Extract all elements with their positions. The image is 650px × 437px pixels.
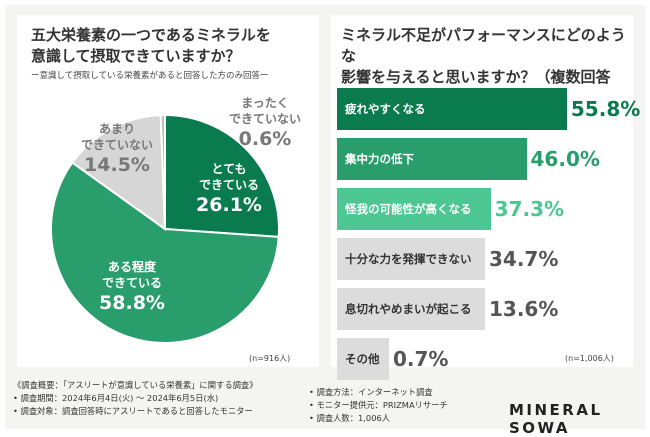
pie-question-subtitle: ー意識して摂取している栄養素があると回答した方のみ回答ー xyxy=(31,71,269,81)
pie-question-title: 五大栄養素の一つであるミネラルを 意識して摂取できていますか？ xyxy=(31,26,271,65)
bar-fill xyxy=(337,188,491,230)
infographic-frame: 五大栄養素の一つであるミネラルを 意識して摂取できていますか？ ー意識して摂取し… xyxy=(5,5,645,437)
pie-panel: 五大栄養素の一つであるミネラルを 意識して摂取できていますか？ ー意識して摂取し… xyxy=(17,15,319,367)
bar-category-label: 息切れやめまいが起こる xyxy=(345,302,472,316)
pie-label-0: とても できている 26.1% xyxy=(179,161,279,217)
bar-fill xyxy=(337,88,567,130)
bar-fill xyxy=(337,338,389,380)
bar-fill xyxy=(337,238,485,280)
survey-overview: 《調査概要：「アスリートが意識している栄養素」に関する調査》 • 調査期間：20… xyxy=(13,379,258,418)
pie-label-value: 26.1% xyxy=(196,194,262,216)
survey-period: • 調査期間：2024年6月4日(火) ～ 2024年6月5日(水) xyxy=(13,393,219,403)
pie-label-category: まったく できていない xyxy=(228,96,301,126)
bar-value-label: 46.0% xyxy=(530,147,600,171)
pie-label-category: ある程度 できている xyxy=(101,260,162,290)
bar-value-label: 13.6% xyxy=(489,297,559,321)
pie-label-1: ある程度 できている 58.8% xyxy=(77,259,187,315)
pie-label-value: 0.6% xyxy=(238,128,292,150)
survey-provider: • モニター提供元：PRIZMAリサーチ xyxy=(309,400,448,410)
pie-label-category: あまり できていない xyxy=(80,122,153,152)
pie-sample-size: (n=916人) xyxy=(249,354,291,363)
survey-details: • 調査方法：インターネット調査 • モニター提供元：PRIZMAリサーチ • … xyxy=(309,386,448,425)
bar-panel: ミネラル不足がパフォーマンスにどのような 影響を与えると思いますか？（複数回答可… xyxy=(331,15,640,380)
pie-label-value: 58.8% xyxy=(99,292,165,314)
pie-slice-not-much xyxy=(70,114,167,232)
bar-value-label: 55.8% xyxy=(570,97,641,121)
brand-logo-text: MINERAL SOWA xyxy=(509,401,603,437)
pie-chart xyxy=(50,113,280,344)
bar-value-label: 0.7% xyxy=(393,347,449,371)
survey-overview-heading: 《調査概要：「アスリートが意識している栄養素」に関する調査》 xyxy=(13,380,258,390)
bar-category-label: 集中力の低下 xyxy=(345,152,414,166)
bar-category-label: 十分な力を発揮できない xyxy=(345,252,472,266)
pie-label-category: とても できている xyxy=(198,162,259,192)
bar-category-label: 疲れやすくなる xyxy=(345,102,426,116)
pie-slice-very xyxy=(164,113,280,238)
survey-method: • 調査方法：インターネット調査 xyxy=(309,387,433,397)
bar-category-label: 怪我の可能性が高くなる xyxy=(345,202,472,216)
pie-label-value: 14.5% xyxy=(84,154,150,176)
bar-fill xyxy=(337,288,485,330)
bar-value-label: 37.3% xyxy=(494,197,565,221)
survey-count: • 調査人数：1,006人 xyxy=(309,413,391,423)
pie-slice-not-at-all xyxy=(159,113,166,230)
bar-category-label: その他 xyxy=(345,352,380,366)
survey-target: • 調査対象：調査回答時にアスリートであると回答したモニター xyxy=(13,406,253,416)
bar-fill xyxy=(337,138,527,180)
bar-sample-size: (n=1,006人) xyxy=(565,354,614,363)
pie-label-3: まったく できていない 0.6% xyxy=(213,95,317,151)
pie-slice-somewhat xyxy=(50,161,280,344)
bar-value-label: 34.7% xyxy=(489,247,559,271)
pie-label-2: あまり できていない 14.5% xyxy=(67,121,167,177)
